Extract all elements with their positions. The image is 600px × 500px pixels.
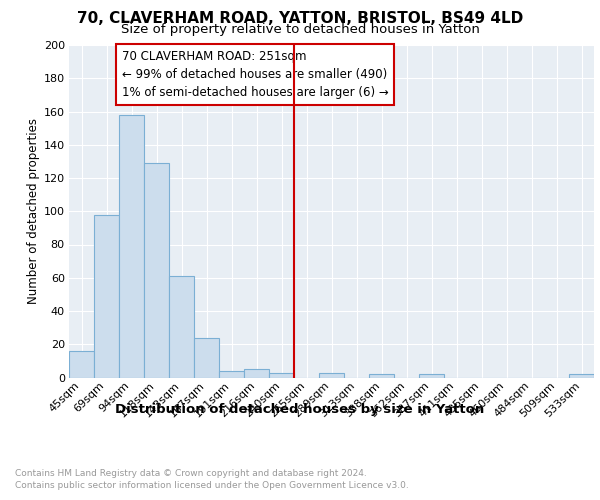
- Bar: [194, 338, 219, 378]
- Text: Size of property relative to detached houses in Yatton: Size of property relative to detached ho…: [121, 22, 479, 36]
- Bar: [419, 374, 444, 378]
- Bar: [69, 351, 94, 378]
- Bar: [244, 369, 269, 378]
- Bar: [144, 163, 169, 378]
- Text: Distribution of detached houses by size in Yatton: Distribution of detached houses by size …: [115, 402, 485, 415]
- Bar: [169, 276, 194, 378]
- Y-axis label: Number of detached properties: Number of detached properties: [26, 118, 40, 304]
- Text: Contains HM Land Registry data © Crown copyright and database right 2024.: Contains HM Land Registry data © Crown c…: [15, 469, 367, 478]
- Bar: [219, 371, 244, 378]
- Bar: [569, 374, 594, 378]
- Bar: [94, 214, 119, 378]
- Bar: [119, 115, 144, 378]
- Text: 70, CLAVERHAM ROAD, YATTON, BRISTOL, BS49 4LD: 70, CLAVERHAM ROAD, YATTON, BRISTOL, BS4…: [77, 11, 523, 26]
- Text: Contains public sector information licensed under the Open Government Licence v3: Contains public sector information licen…: [15, 481, 409, 490]
- Bar: [319, 372, 344, 378]
- Text: 70 CLAVERHAM ROAD: 251sqm
← 99% of detached houses are smaller (490)
1% of semi-: 70 CLAVERHAM ROAD: 251sqm ← 99% of detac…: [121, 50, 388, 99]
- Bar: [269, 372, 294, 378]
- Bar: [369, 374, 394, 378]
